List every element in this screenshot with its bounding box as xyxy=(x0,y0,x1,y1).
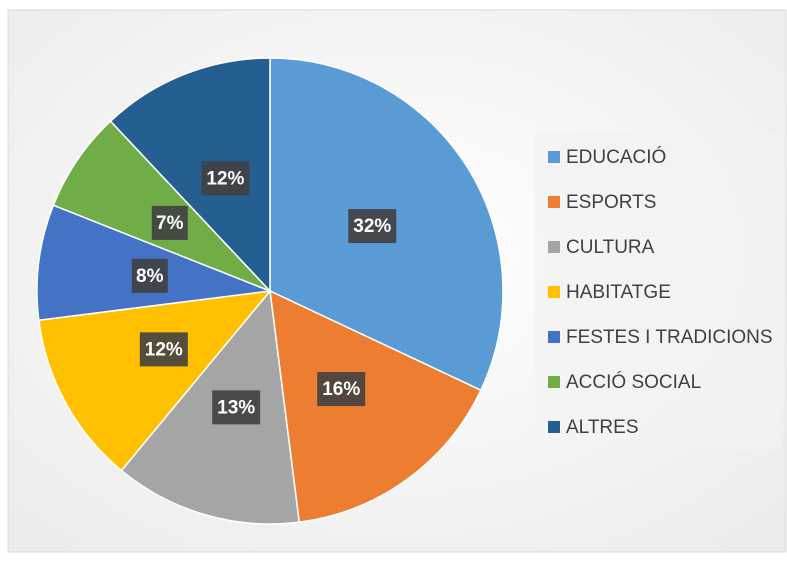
value-label-bg xyxy=(151,205,188,240)
legend-label: FESTES I TRADICIONS xyxy=(566,327,773,348)
legend-label: CULTURA xyxy=(566,237,655,258)
legend-label: HABITATGE xyxy=(566,282,671,303)
value-label: 13% xyxy=(217,397,255,418)
value-label-bg xyxy=(317,372,366,407)
pie-slice xyxy=(37,290,272,472)
legend-swatch xyxy=(548,376,560,388)
legend-swatch xyxy=(548,241,560,253)
value-label: 12% xyxy=(145,339,183,360)
legend-box xyxy=(535,133,782,450)
value-label: 12% xyxy=(206,168,244,189)
legend-label: ACCIÓ SOCIAL xyxy=(566,371,701,393)
legend-label: ESPORTS xyxy=(566,192,656,213)
legend-swatch xyxy=(548,331,560,343)
legend-swatch xyxy=(548,151,560,163)
legend-label: ALTRES xyxy=(566,417,639,438)
value-label: 16% xyxy=(322,379,360,400)
legend-swatch xyxy=(548,196,560,208)
legend-swatch xyxy=(548,421,560,433)
value-label-bg xyxy=(131,258,168,293)
value-label-bg xyxy=(139,332,188,367)
value-label: 8% xyxy=(136,266,164,287)
legend-label: EDUCACIÓ xyxy=(566,146,666,168)
pie-slice xyxy=(269,289,482,524)
value-label-bg xyxy=(201,161,250,196)
pie-slice xyxy=(109,57,271,293)
value-label-bg xyxy=(212,390,261,425)
value-label-bg xyxy=(348,209,397,244)
value-label: 7% xyxy=(156,213,184,234)
pie-slice xyxy=(120,289,301,525)
value-label: 32% xyxy=(353,216,391,237)
legend-swatch xyxy=(548,286,560,298)
